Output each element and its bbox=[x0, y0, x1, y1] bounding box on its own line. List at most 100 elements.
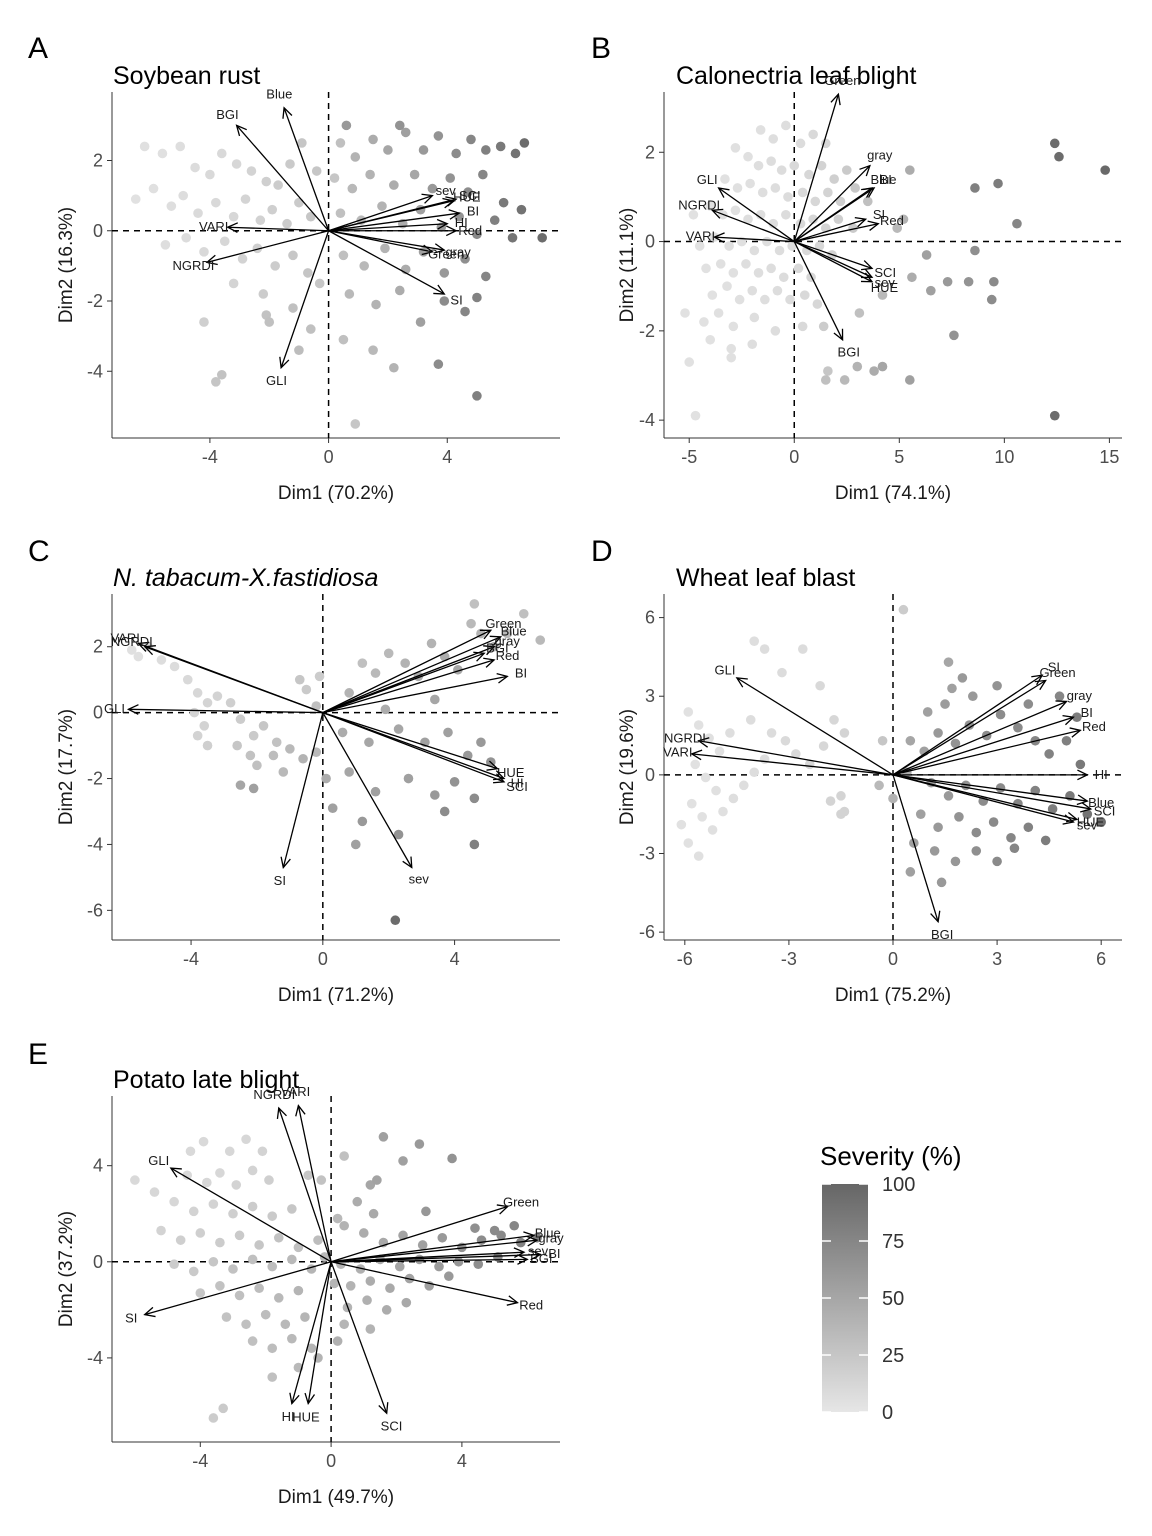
data-point bbox=[766, 728, 777, 738]
data-point bbox=[364, 737, 374, 748]
data-point bbox=[968, 691, 978, 702]
data-point bbox=[235, 780, 246, 790]
data-point bbox=[749, 636, 760, 646]
data-point bbox=[252, 760, 262, 771]
data-point bbox=[248, 730, 259, 741]
data-point bbox=[676, 819, 687, 830]
data-point bbox=[337, 727, 348, 738]
data-point bbox=[205, 169, 215, 180]
data-point bbox=[270, 261, 280, 271]
panel-letter: A bbox=[28, 32, 48, 65]
data-point bbox=[469, 793, 480, 804]
loading-label: VARI bbox=[686, 228, 715, 243]
data-point bbox=[313, 1235, 323, 1245]
data-point bbox=[472, 391, 482, 401]
loading-arrow-hue bbox=[793, 240, 874, 283]
y-axis-title: Dim2 (17.7%) bbox=[56, 709, 77, 825]
loading-label: Green bbox=[503, 1194, 539, 1209]
data-point bbox=[258, 721, 269, 731]
data-point bbox=[332, 1213, 343, 1224]
data-point bbox=[537, 232, 547, 243]
data-point bbox=[403, 773, 414, 784]
x-tick-label: 0 bbox=[318, 949, 328, 969]
data-point bbox=[933, 728, 943, 738]
loading-arrow-hue bbox=[328, 197, 455, 232]
loading-label: Green bbox=[824, 73, 860, 88]
data-point bbox=[766, 263, 776, 274]
loading-label: HI bbox=[511, 775, 524, 790]
data-point bbox=[762, 236, 772, 247]
loading-arrow-gray bbox=[793, 164, 871, 243]
data-point bbox=[992, 856, 1002, 867]
data-point bbox=[175, 141, 186, 152]
loading-label: BI bbox=[515, 666, 527, 681]
y-tick-label: 2 bbox=[645, 142, 655, 162]
data-point bbox=[339, 1319, 349, 1330]
data-point bbox=[178, 190, 189, 201]
x-tick-label: -5 bbox=[681, 447, 697, 467]
panel-d: D Wheat leaf blast -6 -3 0 3 6 -6 -3 0 3 6 SIGreen… bbox=[591, 535, 1122, 1006]
data-point bbox=[267, 1261, 278, 1272]
panel-title: Soybean rust bbox=[113, 62, 260, 90]
panel-c: C N. tabacum-X.fastidiosa -4 0 4 -6 -4 -2 0 2 Gr… bbox=[28, 535, 560, 1006]
data-point bbox=[433, 131, 444, 141]
data-point bbox=[215, 1168, 225, 1178]
data-point bbox=[130, 194, 141, 204]
loading-arrow-red bbox=[322, 657, 496, 714]
data-point bbox=[421, 1206, 431, 1217]
data-point bbox=[231, 159, 242, 169]
loading-arrow-bi bbox=[892, 715, 1075, 776]
data-point bbox=[772, 285, 783, 296]
loading-arrow-bi bbox=[322, 672, 509, 714]
data-point bbox=[247, 1254, 258, 1265]
data-point bbox=[759, 754, 770, 764]
loading-arrow-green bbox=[892, 679, 1047, 776]
data-point bbox=[368, 1208, 379, 1219]
loading-arrow-hi bbox=[322, 712, 506, 781]
data-point bbox=[1044, 749, 1054, 759]
data-point bbox=[785, 294, 795, 305]
y-tick-label: 2 bbox=[93, 150, 103, 170]
data-point bbox=[947, 683, 957, 694]
data-point bbox=[829, 174, 839, 184]
data-point bbox=[414, 1139, 425, 1149]
data-point bbox=[700, 772, 711, 783]
data-point bbox=[300, 1312, 310, 1322]
data-point bbox=[352, 1196, 363, 1207]
data-point bbox=[252, 243, 263, 254]
data-point bbox=[329, 1278, 340, 1289]
data-point bbox=[949, 330, 959, 341]
data-point bbox=[257, 1146, 268, 1157]
loading-arrow-gli bbox=[735, 677, 894, 776]
data-point bbox=[683, 707, 694, 717]
legend-tick-label: 75 bbox=[882, 1231, 904, 1253]
data-point bbox=[294, 345, 304, 355]
data-point bbox=[199, 721, 210, 731]
data-point bbox=[815, 680, 825, 691]
data-point bbox=[261, 176, 272, 187]
data-point bbox=[791, 749, 801, 759]
data-point bbox=[713, 308, 724, 318]
loading-arrow-sev bbox=[328, 193, 434, 232]
loading-label: HUE bbox=[453, 190, 481, 205]
data-point bbox=[240, 194, 251, 204]
loading-label: HI bbox=[1095, 767, 1108, 782]
x-tick-label: 0 bbox=[888, 949, 898, 969]
data-point bbox=[241, 1319, 251, 1330]
data-point bbox=[943, 657, 954, 667]
data-point bbox=[1023, 822, 1034, 833]
data-point bbox=[224, 1146, 235, 1157]
y-tick-label: 2 bbox=[93, 637, 103, 657]
data-point bbox=[362, 1295, 372, 1306]
y-tick-label: -6 bbox=[639, 922, 655, 942]
data-point bbox=[768, 134, 779, 144]
data-point bbox=[439, 296, 450, 306]
data-point bbox=[430, 790, 440, 800]
data-point bbox=[469, 839, 480, 850]
data-point bbox=[188, 1266, 199, 1277]
data-point bbox=[463, 187, 473, 197]
loading-arrow-gli bbox=[279, 230, 330, 370]
data-point bbox=[264, 1175, 274, 1185]
data-point bbox=[306, 1264, 317, 1274]
loading-label: Red bbox=[880, 213, 904, 228]
